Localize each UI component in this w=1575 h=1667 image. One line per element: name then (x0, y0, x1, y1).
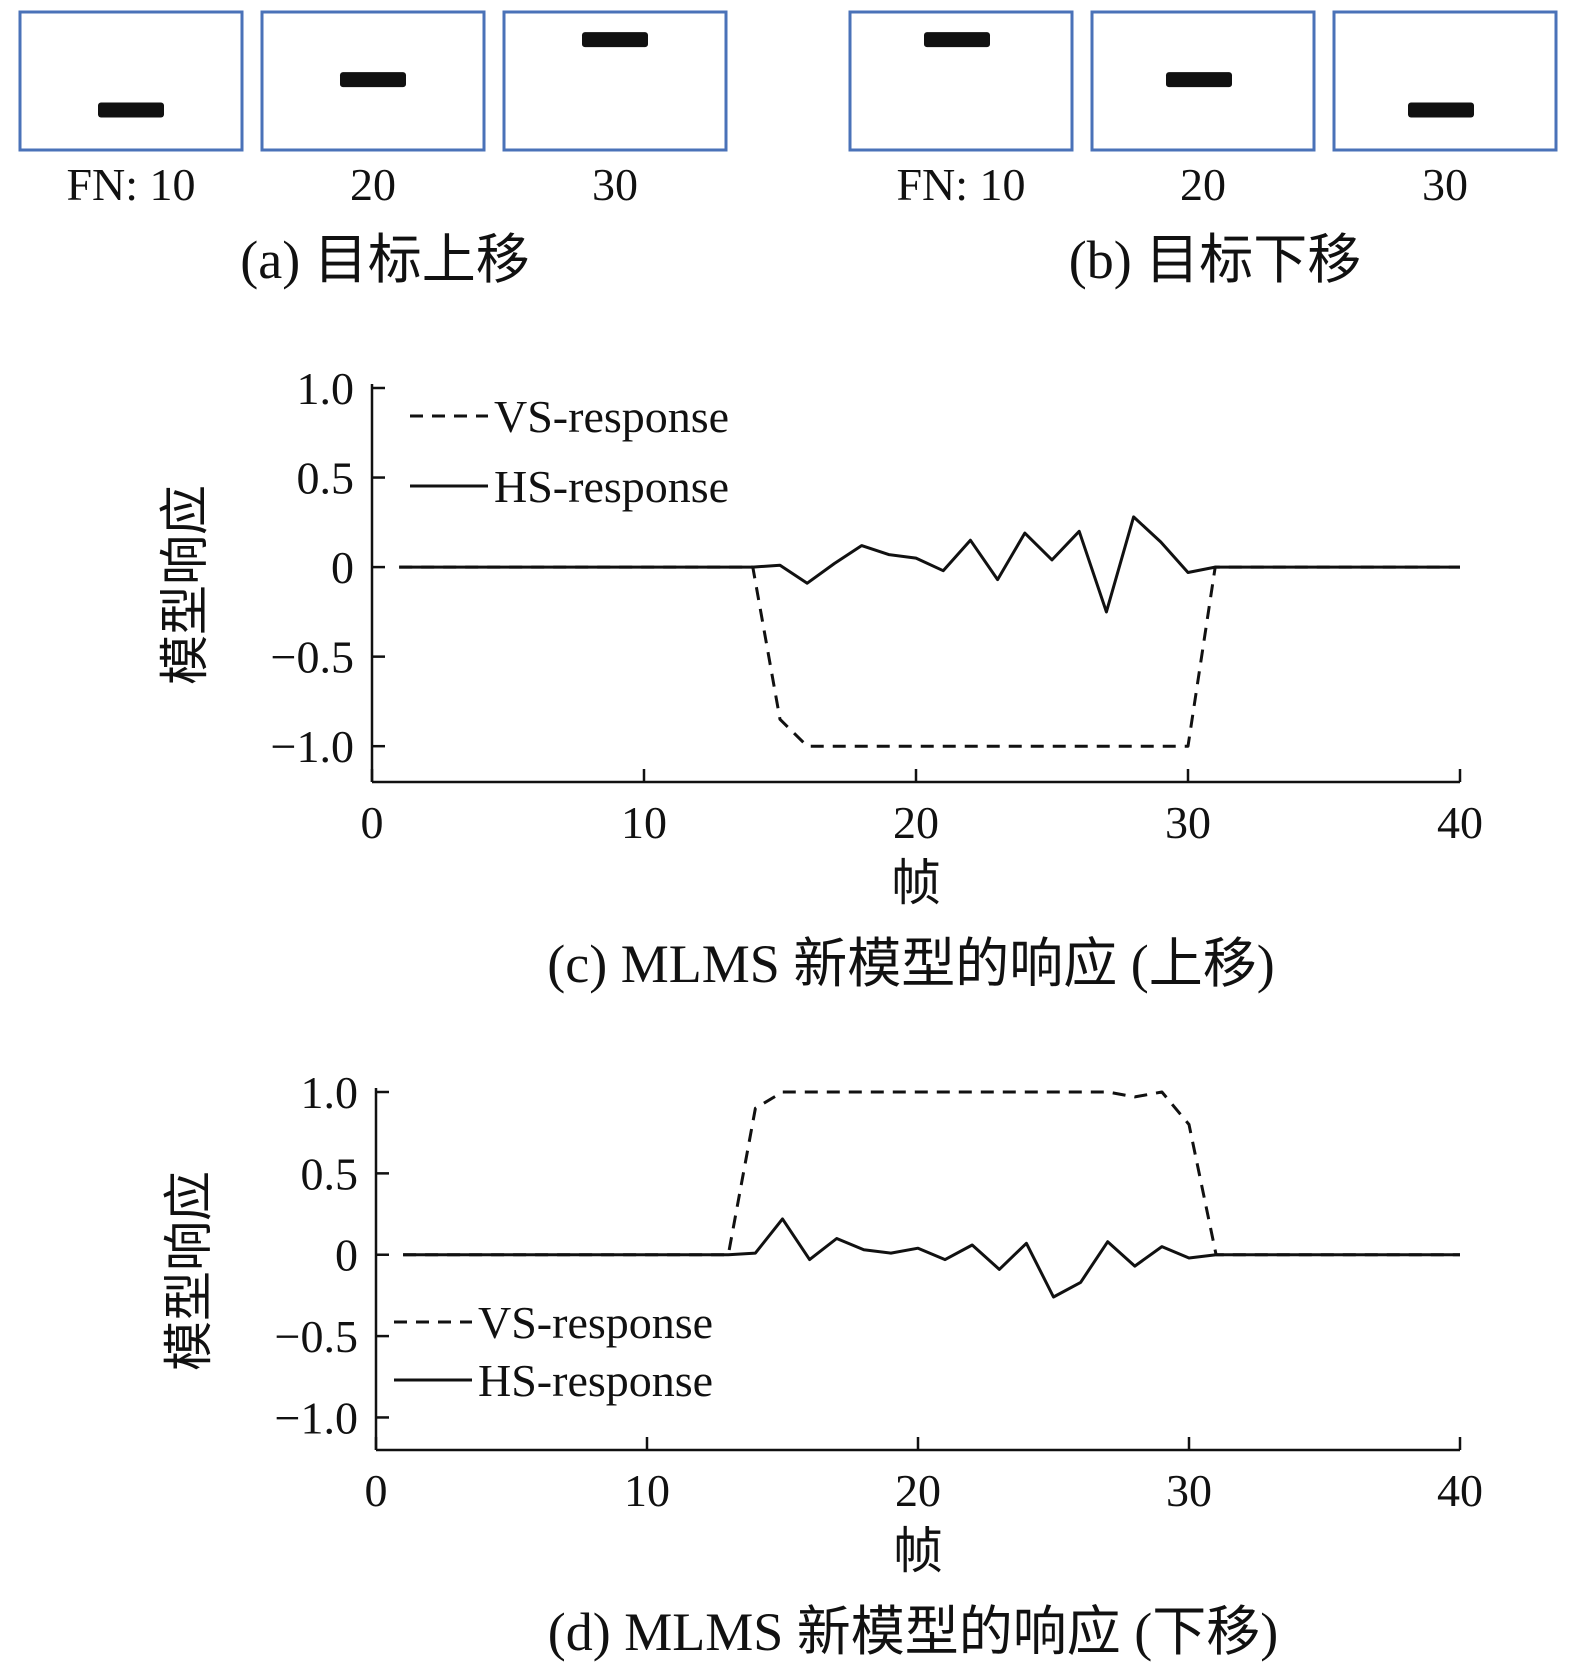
target-bar (1166, 72, 1232, 88)
frame-number-label: 20 (1180, 159, 1226, 210)
frame-number-label: 20 (350, 159, 396, 210)
frame-box (1332, 10, 1558, 152)
chart-upward-response: 1.00.50−0.5−1.00 10 20 30 40帧模型响应VS-response… (157, 363, 1483, 994)
panel-caption: (a) 目标上移 (240, 230, 529, 290)
y-axis-label: 模型响应 (161, 1171, 217, 1371)
x-tick-label: 0 (365, 1465, 388, 1516)
panel-caption: (b) 目标下移 (1069, 230, 1361, 290)
frame-panel-b: FN: 10 20 30 (b) 目标下移 (848, 10, 1558, 290)
y-tick-label: −1.0 (275, 1392, 358, 1443)
y-tick-label: 1.0 (297, 363, 355, 414)
target-bar (1408, 102, 1474, 118)
y-tick-label: −0.5 (275, 1311, 358, 1362)
chart-caption: (c) MLMS 新模型的响应 (上移) (547, 934, 1274, 994)
y-tick-label: 0 (331, 542, 354, 593)
legend-label: HS-response (478, 1355, 713, 1406)
y-axis-label: 模型响应 (157, 485, 213, 685)
target-bar (924, 32, 990, 48)
target-bar (340, 72, 406, 88)
legend-label: HS-response (494, 461, 729, 512)
y-tick-label: −0.5 (271, 632, 354, 683)
frame-number-label: 30 (592, 159, 638, 210)
hs-response-line (403, 1217, 1460, 1299)
x-tick-label: 20 (893, 797, 939, 848)
legend-label: VS-response (478, 1297, 713, 1348)
frame-number-label: FN: 10 (66, 159, 195, 210)
x-tick-label: 30 (1166, 1465, 1212, 1516)
x-tick-label: 40 (1437, 797, 1483, 848)
vs-response-line (399, 565, 1460, 748)
frame-number-label: FN: 10 (896, 159, 1025, 210)
target-bar (582, 32, 648, 48)
x-tick-label: 40 (1437, 1465, 1483, 1516)
x-tick-label: 10 (624, 1465, 670, 1516)
y-tick-label: 1.0 (301, 1067, 359, 1118)
target-bar (98, 102, 164, 118)
chart-caption: (d) MLMS 新模型的响应 (下移) (548, 1602, 1278, 1662)
y-tick-label: −1.0 (271, 721, 354, 772)
y-tick-label: 0 (335, 1230, 358, 1281)
x-tick-label: 0 (361, 797, 384, 848)
top-panels: FN: 10 20 30 (a) 目标上移 FN: 10 20 30 (b) 目标下移 (18, 10, 1558, 290)
vs-response-line (403, 1090, 1460, 1257)
hs-response-line (399, 515, 1460, 614)
x-tick-label: 10 (621, 797, 667, 848)
y-tick-label: 0.5 (297, 453, 355, 504)
frame-number-label: 30 (1422, 159, 1468, 210)
y-tick-label: 0.5 (301, 1148, 359, 1199)
frame-panel-a: FN: 10 20 30 (a) 目标上移 (18, 10, 728, 290)
x-tick-label: 20 (895, 1465, 941, 1516)
legend-label: VS-response (494, 391, 729, 442)
x-axis-label: 帧 (893, 1523, 943, 1579)
x-tick-label: 30 (1165, 797, 1211, 848)
x-axis-label: 帧 (891, 855, 941, 911)
frame-box (18, 10, 244, 152)
